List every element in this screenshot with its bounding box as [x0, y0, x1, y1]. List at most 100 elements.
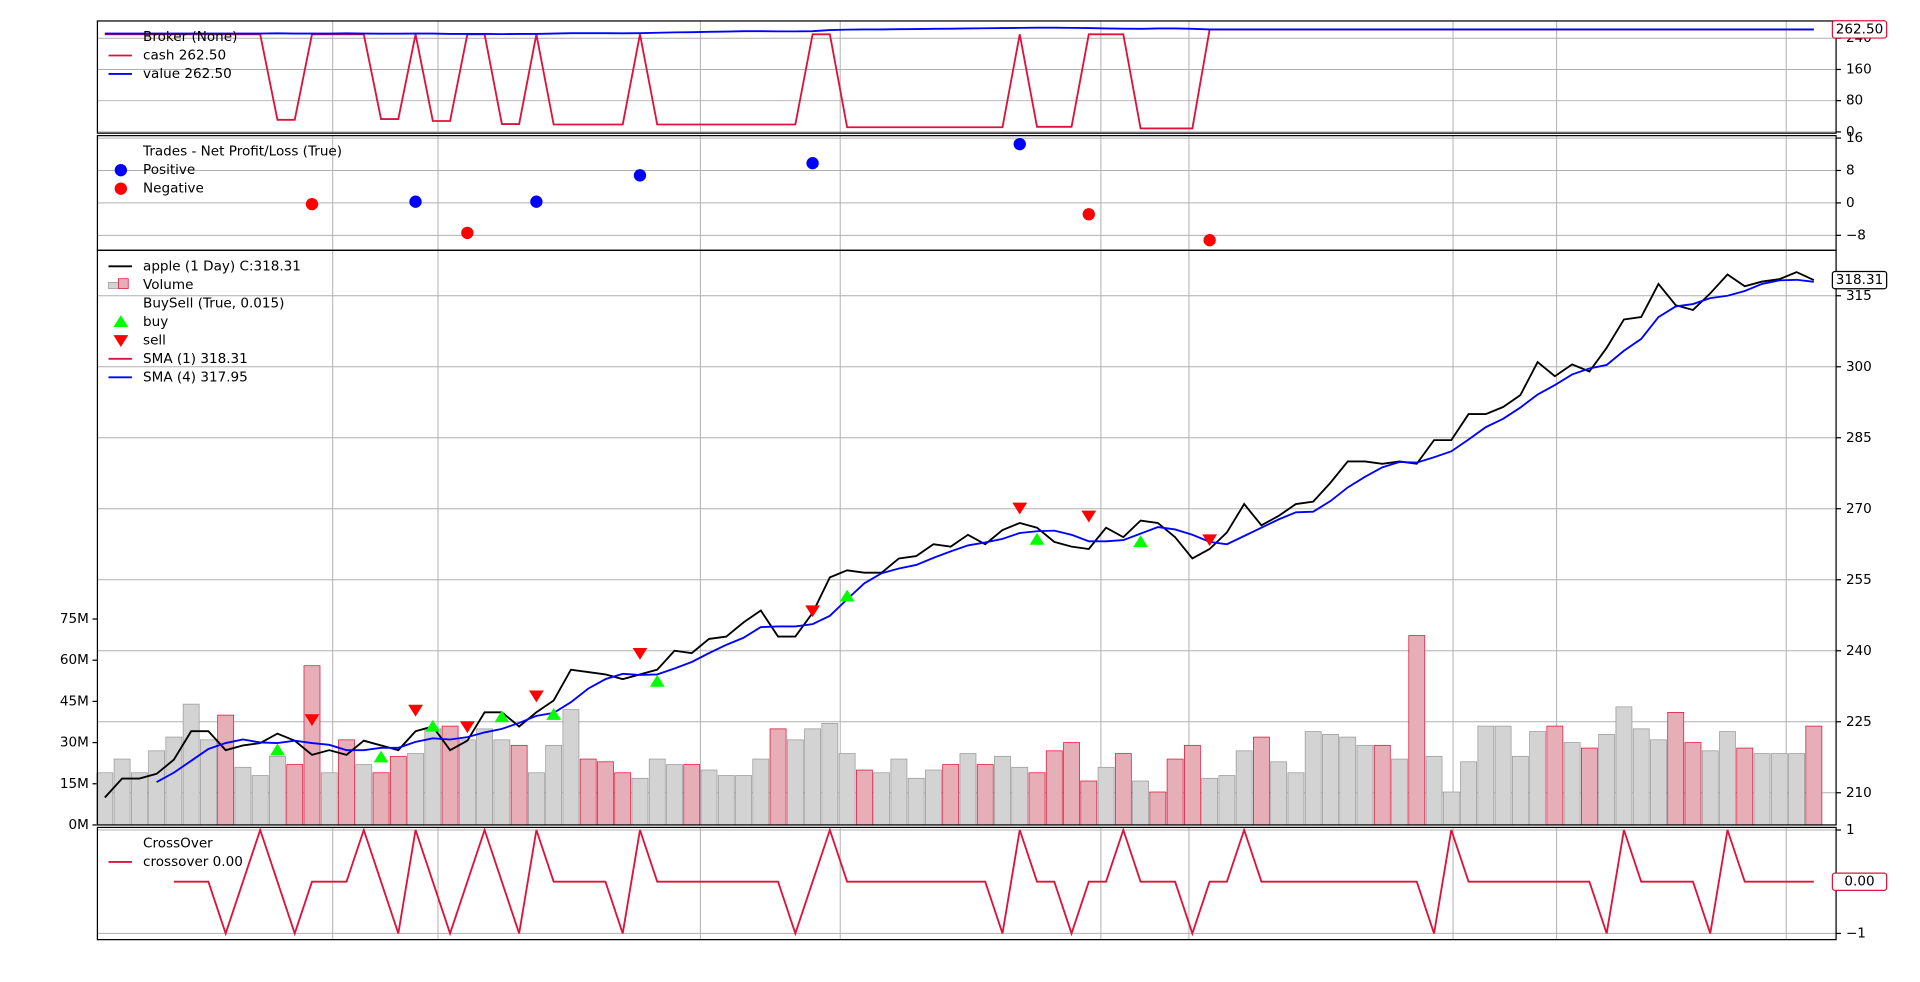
panel-frame — [96, 135, 1837, 251]
sell-marker — [632, 647, 648, 660]
legend-label: crossover 0.00 — [143, 854, 243, 870]
volume-bar — [1494, 725, 1512, 826]
y-tick-label: 160 — [1846, 61, 1872, 77]
y-tick-label: 270 — [1846, 501, 1872, 517]
legend-label: Broker (None) — [143, 29, 237, 45]
last-value-box — [1831, 872, 1888, 891]
volume-bar — [148, 750, 166, 826]
volume-bar — [1460, 761, 1477, 826]
trade-point — [806, 157, 819, 170]
volume-tick-label: 0M — [68, 817, 88, 833]
volume-bar — [96, 772, 114, 826]
volume-bar — [1132, 780, 1149, 826]
volume-bar — [942, 764, 960, 826]
volume-bar — [1736, 747, 1754, 826]
volume-bar — [976, 764, 994, 826]
series-line — [104, 26, 1814, 36]
volume-tick-label: 15M — [60, 776, 89, 792]
volume-bar — [389, 755, 407, 826]
legend-swatch — [114, 164, 128, 177]
volume-bar — [493, 739, 511, 826]
volume-bar — [769, 728, 787, 826]
legend-label: BuySell (True, 0.015) — [143, 295, 284, 311]
volume-bar — [1650, 739, 1667, 826]
y-tick-label: −8 — [1846, 227, 1866, 243]
volume-bar — [130, 772, 148, 826]
volume-bar — [855, 769, 873, 826]
legend-label: SMA (4) 317.95 — [143, 369, 248, 385]
legend-label: buy — [143, 314, 168, 330]
y-tick-label: 0 — [1846, 195, 1855, 211]
volume-bar — [1442, 791, 1460, 826]
volume-bar — [217, 714, 235, 826]
volume-bar — [1149, 791, 1167, 826]
y-tick-label: 1 — [1846, 822, 1855, 838]
volume-bar — [458, 739, 476, 826]
trade-point — [633, 169, 647, 182]
volume-bar — [528, 772, 545, 826]
y-tick-label: 80 — [1846, 93, 1863, 109]
volume-bar — [994, 755, 1011, 826]
legend-label: Volume — [143, 277, 193, 293]
y-tick-label: −1 — [1846, 925, 1866, 941]
volume-bar — [303, 665, 321, 826]
buy-marker — [494, 710, 510, 723]
volume-bar — [113, 758, 131, 826]
volume-bar — [666, 764, 683, 826]
legend-label: Positive — [143, 162, 195, 178]
volume-tick-label: 60M — [60, 652, 89, 668]
volume-bar — [735, 775, 752, 826]
legend-label: CrossOver — [143, 835, 213, 851]
volume-bar — [1373, 744, 1391, 826]
y-tick-label: 300 — [1846, 359, 1872, 375]
y-tick-label: 8 — [1846, 162, 1855, 178]
volume-bar — [1511, 755, 1529, 826]
series-line — [104, 271, 1815, 799]
volume-bar — [251, 775, 269, 826]
volume-bar — [1684, 742, 1702, 826]
y-tick-label: 0 — [1846, 124, 1855, 140]
series-line — [173, 827, 1814, 937]
trade-point — [305, 197, 319, 211]
volume-bar — [1356, 744, 1374, 826]
volume-bar — [1235, 750, 1253, 826]
buy-marker — [1029, 532, 1045, 545]
volume-bar — [320, 772, 338, 826]
legend-label: apple (1 Day) C:318.31 — [143, 258, 301, 274]
trade-point — [461, 226, 474, 240]
volume-bar — [959, 753, 977, 826]
panel-frame — [96, 249, 1837, 826]
volume-bar — [1063, 742, 1080, 826]
trade-point — [409, 195, 422, 208]
legend-swatch — [114, 182, 128, 195]
volume-bar — [1563, 742, 1581, 826]
volume-bar — [717, 775, 735, 826]
volume-bar — [1028, 772, 1046, 826]
sell-marker — [304, 714, 320, 727]
legend-swatch — [118, 278, 129, 289]
volume-bar — [907, 777, 925, 826]
volume-bar — [1287, 772, 1305, 826]
volume-bar — [1667, 712, 1685, 826]
volume-bar — [1770, 753, 1788, 826]
volume-bar — [579, 758, 597, 826]
volume-bar — [1270, 761, 1288, 826]
volume-bar — [1097, 766, 1115, 826]
volume-bar — [925, 769, 942, 826]
volume-bar — [545, 744, 563, 826]
volume-bar — [648, 758, 666, 826]
legend-swatch — [113, 315, 129, 328]
volume-bar — [286, 764, 304, 826]
volume-bar — [1788, 753, 1805, 826]
last-value-label: 0.00 — [1844, 874, 1874, 890]
volume-bar — [269, 755, 286, 826]
volume-bar — [1753, 753, 1771, 826]
volume-bar — [838, 753, 856, 826]
last-value-label: 318.31 — [1836, 272, 1883, 288]
volume-bar — [804, 728, 821, 826]
legend-label: value 262.50 — [143, 66, 232, 82]
sell-marker — [1081, 510, 1097, 523]
